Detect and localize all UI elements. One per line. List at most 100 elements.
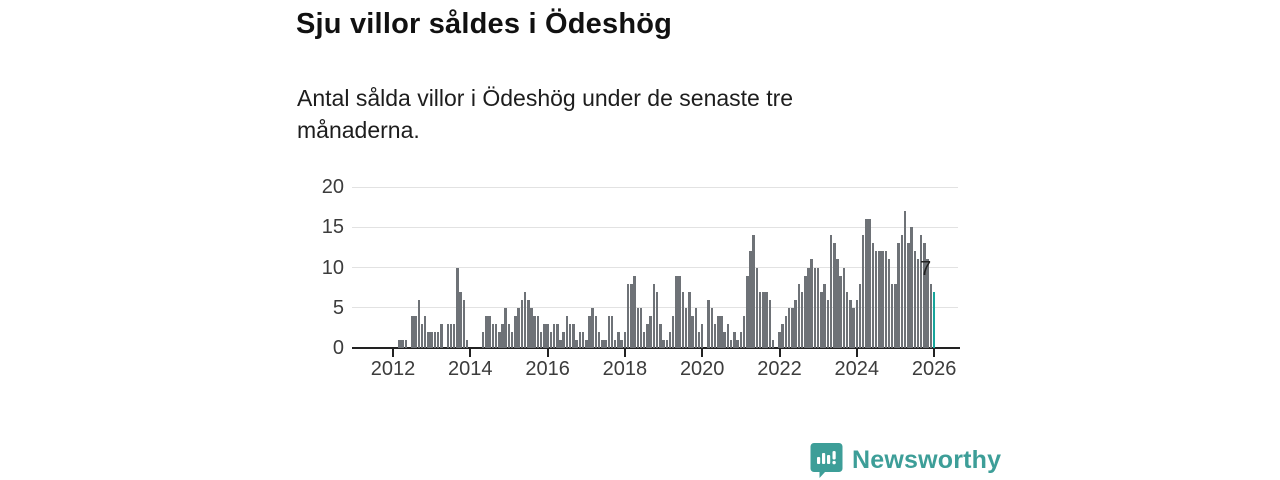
page-title: Sju villor såldes i Ödeshög bbox=[296, 8, 673, 40]
bar bbox=[671, 315, 675, 348]
x-tick-2016 bbox=[546, 349, 549, 357]
bar bbox=[552, 323, 556, 348]
bar bbox=[398, 339, 401, 348]
bar bbox=[833, 243, 836, 348]
x-tick-2018 bbox=[623, 349, 626, 357]
bar bbox=[662, 339, 665, 348]
bar bbox=[781, 323, 784, 348]
x-tick-label-2024: 2024 bbox=[834, 358, 880, 380]
bar bbox=[900, 235, 904, 348]
y-tick-label-5: 5 bbox=[332, 296, 344, 319]
bar bbox=[523, 291, 527, 348]
bar bbox=[688, 291, 691, 348]
bar bbox=[414, 315, 417, 348]
bar bbox=[710, 307, 714, 348]
bar bbox=[630, 283, 633, 348]
x-tick-2014 bbox=[469, 349, 472, 357]
bar bbox=[494, 323, 498, 348]
bar-highlight-latest bbox=[932, 291, 936, 348]
bar bbox=[845, 291, 849, 348]
gridline-y-10 bbox=[352, 267, 958, 268]
bar bbox=[436, 331, 440, 348]
bar bbox=[762, 291, 765, 348]
x-tick-2026 bbox=[933, 349, 936, 357]
bar bbox=[829, 235, 833, 348]
bar bbox=[871, 243, 875, 348]
bar bbox=[694, 307, 697, 348]
bar bbox=[462, 299, 466, 348]
x-axis-line bbox=[352, 347, 960, 349]
bar bbox=[691, 315, 694, 348]
bar bbox=[581, 331, 585, 348]
x-tick-2012 bbox=[392, 349, 394, 357]
bar bbox=[465, 339, 469, 348]
bar bbox=[884, 251, 888, 348]
bar bbox=[501, 323, 504, 348]
bar bbox=[549, 331, 553, 348]
bar bbox=[684, 307, 688, 348]
bar bbox=[585, 339, 588, 348]
gridline-y-20 bbox=[352, 186, 958, 188]
y-tick-label-15: 15 bbox=[321, 216, 344, 239]
y-tick-label-10: 10 bbox=[321, 256, 344, 279]
x-tick-2022 bbox=[778, 349, 781, 357]
bar bbox=[597, 331, 601, 348]
bar bbox=[517, 307, 520, 348]
bar bbox=[491, 323, 495, 348]
bar bbox=[556, 323, 559, 348]
bar bbox=[420, 323, 424, 348]
bar bbox=[601, 339, 604, 348]
bar bbox=[527, 299, 530, 348]
bar bbox=[562, 331, 565, 348]
bar bbox=[572, 323, 575, 348]
bar bbox=[913, 251, 917, 348]
y-tick-label-20: 20 bbox=[321, 176, 344, 198]
bar bbox=[916, 259, 920, 348]
bar bbox=[787, 307, 791, 348]
bar bbox=[514, 315, 517, 348]
bar bbox=[739, 331, 743, 348]
bar bbox=[697, 331, 701, 348]
bar bbox=[910, 227, 913, 348]
bar-chart-speech-bubble-icon bbox=[810, 442, 843, 478]
bar bbox=[700, 323, 704, 348]
bar bbox=[729, 339, 733, 348]
bar bbox=[720, 315, 723, 348]
bar bbox=[923, 243, 926, 348]
bar bbox=[539, 331, 543, 348]
bar bbox=[858, 283, 862, 348]
bar bbox=[633, 275, 636, 348]
bar bbox=[440, 323, 443, 348]
bar bbox=[620, 339, 623, 348]
bar bbox=[591, 307, 594, 348]
bar bbox=[507, 323, 511, 348]
bar bbox=[652, 283, 656, 348]
bar bbox=[568, 323, 572, 348]
bar bbox=[746, 275, 749, 348]
bar bbox=[765, 291, 768, 348]
bar bbox=[504, 307, 507, 348]
bar bbox=[404, 339, 408, 348]
bar bbox=[820, 291, 823, 348]
bar bbox=[794, 299, 797, 348]
bar bbox=[826, 299, 830, 348]
bar bbox=[771, 339, 775, 348]
y-tick-label-0: 0 bbox=[332, 337, 344, 359]
x-tick-2020 bbox=[701, 349, 704, 357]
page-subtitle: Antal sålda villor i Ödeshög under de se… bbox=[297, 85, 794, 143]
x-tick-label-2026: 2026 bbox=[911, 358, 957, 380]
x-tick-label-2012: 2012 bbox=[370, 358, 416, 380]
bar bbox=[894, 283, 897, 348]
bar bbox=[849, 299, 852, 348]
bar bbox=[498, 331, 501, 348]
bar bbox=[839, 275, 842, 348]
bar bbox=[530, 307, 533, 348]
bar bbox=[401, 339, 404, 348]
bar bbox=[510, 331, 514, 348]
bar bbox=[626, 283, 630, 348]
bar bbox=[855, 299, 859, 348]
bar bbox=[452, 323, 456, 348]
bar bbox=[481, 331, 485, 348]
bar bbox=[897, 243, 900, 348]
bar bbox=[874, 251, 878, 348]
